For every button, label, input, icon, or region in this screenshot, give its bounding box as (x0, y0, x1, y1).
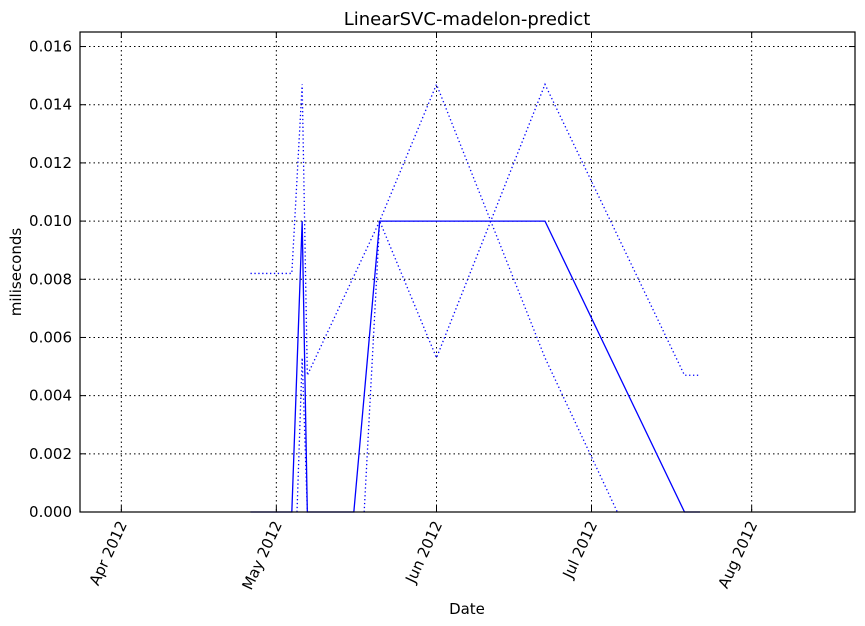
y-tick-label: 0.004 (29, 387, 72, 405)
y-axis-label: miliseconds (7, 228, 25, 317)
x-axis-ticks: Apr 2012 May 2012 Jun 2012 Jul 2012 Aug 2012 (86, 32, 761, 593)
series-line-2 (250, 82, 618, 513)
series-lines (250, 82, 700, 513)
chart-title: LinearSVC-madelon-predict (344, 9, 591, 30)
series-line-1 (250, 220, 700, 513)
y-tick-label: 0.010 (29, 212, 72, 230)
y-tick-label: 0.002 (29, 445, 72, 463)
x-tick-label: Jul 2012 (559, 518, 602, 582)
y-tick-label: 0.012 (29, 154, 72, 172)
x-tick-label: Aug 2012 (714, 518, 761, 591)
y-tick-label: 0.006 (29, 328, 72, 346)
y-tick-label: 0.016 (29, 38, 72, 56)
x-tick-label: Apr 2012 (86, 518, 131, 588)
grid-lines (80, 32, 855, 513)
y-axis-ticks: 0.000 0.002 0.004 0.006 0.008 0.010 0.012 0.014… (29, 38, 855, 521)
series-line-4 (363, 82, 700, 513)
y-tick-label: 0.000 (29, 503, 72, 521)
x-tick-label: May 2012 (238, 518, 286, 593)
series-line-3 (296, 357, 308, 513)
y-tick-label: 0.008 (29, 270, 72, 288)
x-axis-label: Date (449, 600, 485, 618)
y-tick-label: 0.014 (29, 96, 72, 114)
plot-frame (79, 31, 856, 513)
x-tick-label: Jun 2012 (401, 518, 446, 587)
